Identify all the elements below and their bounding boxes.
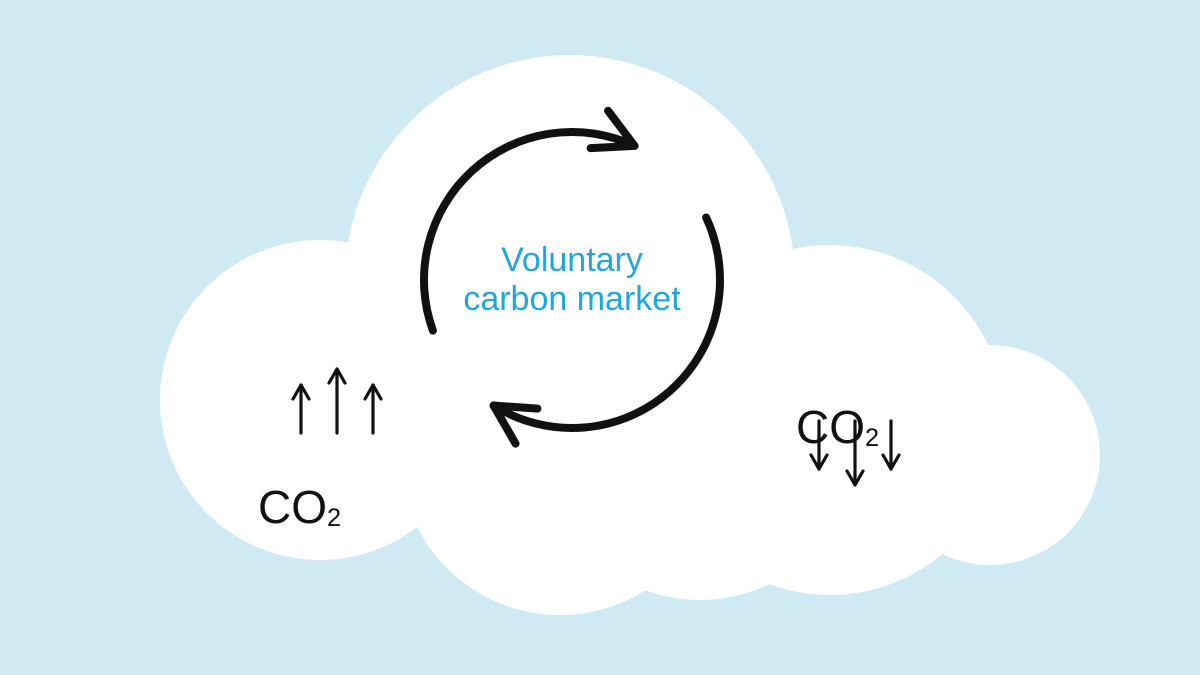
co2-subscript: 2 [327,504,341,532]
cycle-arrows-icon [0,0,1200,675]
co2-text: CO [258,481,327,533]
cycle-label-line2: carbon market [412,280,732,319]
up-arrows-icon [290,352,384,436]
down-arrows-icon [808,418,902,502]
cycle-label-line1: Voluntary [412,241,732,280]
left-co2-label: CO2 [258,480,341,534]
cycle-label: Voluntary carbon market [412,241,732,319]
infographic-stage: Voluntary carbon market CO2 CO2 [0,0,1200,675]
